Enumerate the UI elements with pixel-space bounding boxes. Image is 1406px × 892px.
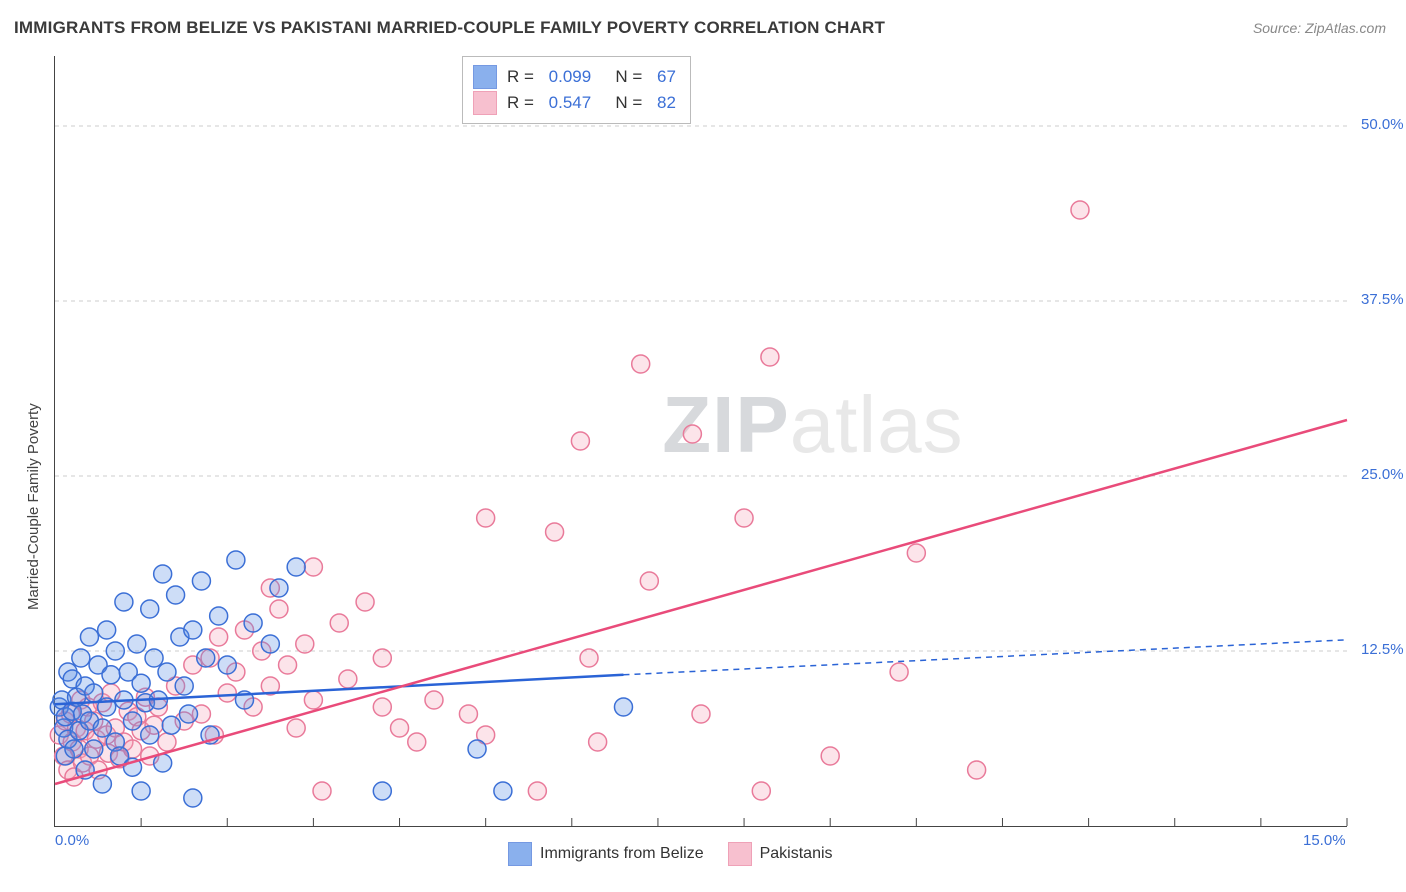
plot-area: ZIPatlas Married-Couple Family Poverty 1… bbox=[54, 56, 1347, 827]
swatch-pink bbox=[473, 91, 497, 115]
x-tick-label: 15.0% bbox=[1303, 826, 1346, 849]
source-attribution: Source: ZipAtlas.com bbox=[1253, 20, 1386, 36]
scatter-plot-svg bbox=[55, 56, 1347, 826]
y-tick-label: 37.5% bbox=[1347, 291, 1404, 308]
legend-label: Pakistanis bbox=[760, 845, 833, 863]
swatch-blue-icon bbox=[508, 842, 532, 866]
legend-label: Immigrants from Belize bbox=[540, 845, 704, 863]
y-tick-label: 25.0% bbox=[1347, 466, 1404, 483]
chart-title: IMMIGRANTS FROM BELIZE VS PAKISTANI MARR… bbox=[14, 18, 885, 38]
stats-row-blue: R = 0.099 N = 67 bbox=[473, 65, 676, 89]
x-axis-legend: Immigrants from Belize Pakistanis bbox=[508, 842, 833, 866]
legend-item-pink: Pakistanis bbox=[728, 842, 833, 866]
y-tick-label: 12.5% bbox=[1347, 641, 1404, 658]
x-tick-label: 0.0% bbox=[55, 826, 89, 849]
y-tick-label: 50.0% bbox=[1347, 116, 1404, 133]
chart-header: IMMIGRANTS FROM BELIZE VS PAKISTANI MARR… bbox=[0, 0, 1406, 48]
stats-row-pink: R = 0.547 N = 82 bbox=[473, 91, 676, 115]
swatch-pink-icon bbox=[728, 842, 752, 866]
y-axis-label: Married-Couple Family Poverty bbox=[25, 404, 42, 611]
legend-item-blue: Immigrants from Belize bbox=[508, 842, 704, 866]
correlation-stats-legend: R = 0.099 N = 67 R = 0.547 N = 82 bbox=[462, 56, 691, 124]
swatch-blue bbox=[473, 65, 497, 89]
